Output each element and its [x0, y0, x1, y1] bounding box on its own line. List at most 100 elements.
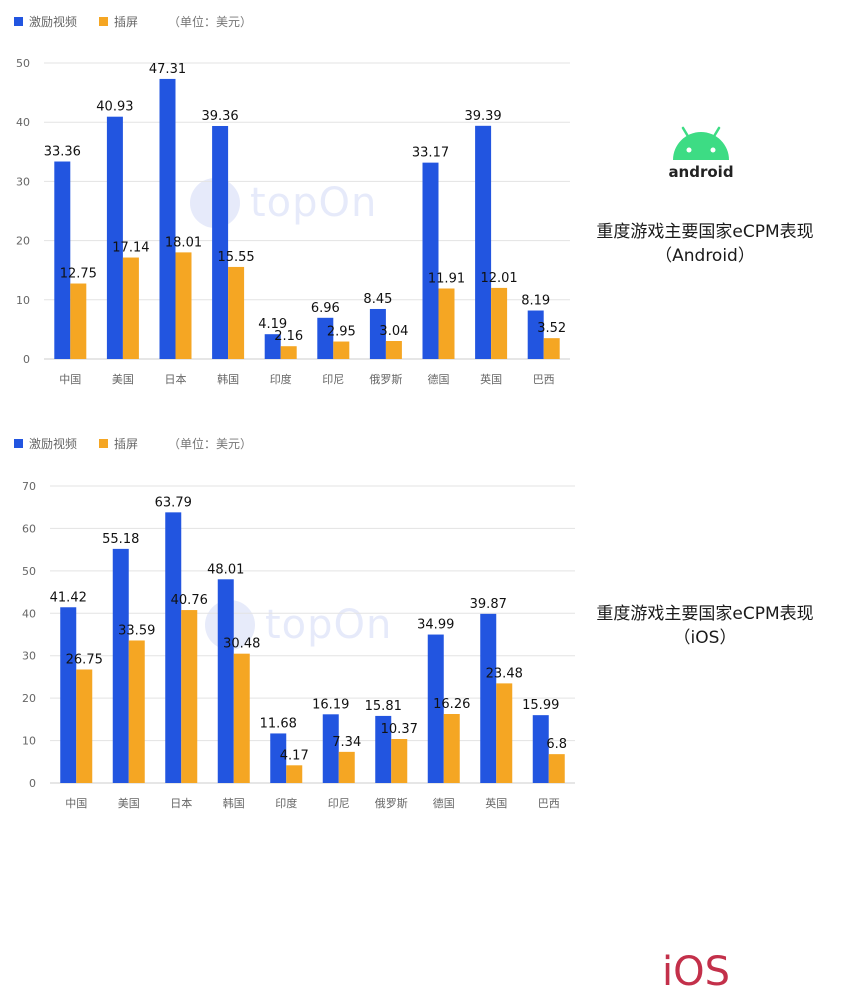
bar-interstitial [181, 610, 198, 783]
x-tick-label: 巴西 [533, 373, 555, 386]
android-title-line2: （Android） [655, 246, 755, 266]
android-bar-chart: 0 10 20 30 40 50 33.36 12.75 中国 40.93 17.14 美国 47.31… [16, 57, 570, 386]
data-label-interstitial: 30.48 [223, 637, 260, 652]
android-side-title: 重度游戏主要国家eCPM表现 （Android） [555, 220, 843, 268]
android-chart-section: 激励视频 插屏 （单位：美元） topOn 0 10 20 30 40 50 33.36 12… [0, 0, 843, 400]
x-tick-label: 俄罗斯 [375, 797, 408, 810]
bar-interstitial [76, 669, 93, 783]
x-tick-label: 印度 [270, 372, 292, 386]
data-label-rewarded-video: 47.31 [149, 62, 186, 77]
bar-interstitial [175, 252, 192, 359]
data-label-rewarded-video: 4.19 [258, 317, 287, 332]
bar-rewarded-video [270, 733, 287, 783]
ios-title-line2: （iOS） [673, 628, 737, 648]
legend-swatch-rewarded [14, 17, 23, 26]
data-label-interstitial: 2.16 [274, 329, 303, 344]
x-tick-label: 韩国 [217, 372, 239, 386]
x-tick-label: 印尼 [328, 797, 350, 810]
data-label-rewarded-video: 15.99 [522, 698, 559, 713]
android-logo-text: android [668, 163, 733, 181]
x-tick-label: 美国 [118, 797, 140, 810]
data-label-interstitial: 33.59 [118, 623, 155, 638]
bar-interstitial [338, 751, 355, 783]
bar-rewarded-video [475, 125, 492, 359]
bar-interstitial [70, 283, 87, 359]
data-label-interstitial: 40.76 [171, 593, 208, 608]
x-tick-label: 日本 [165, 372, 187, 386]
bar-rewarded-video [375, 715, 392, 783]
data-label-interstitial: 10.37 [381, 722, 418, 737]
bar-rewarded-video [60, 607, 77, 783]
ios-side-title: 重度游戏主要国家eCPM表现 （iOS） [555, 602, 843, 650]
data-label-rewarded-video: 39.36 [201, 109, 238, 124]
legend-unit: （单位：美元） [168, 437, 253, 451]
legend-unit: （单位：美元） [168, 15, 253, 29]
y-tick-label: 0 [29, 777, 36, 790]
bar-interstitial [443, 714, 460, 783]
bar-rewarded-video [317, 317, 334, 359]
bar-rewarded-video [212, 125, 229, 359]
bar-interstitial [391, 739, 408, 783]
y-tick-label: 30 [22, 650, 36, 663]
ios-title-line1: 重度游戏主要国家eCPM表现 [596, 604, 814, 624]
data-label-rewarded-video: 8.45 [363, 292, 392, 307]
bar-rewarded-video [112, 548, 129, 783]
y-tick-label: 20 [22, 692, 36, 705]
x-tick-label: 德国 [428, 372, 450, 386]
ios-logo-icon: iOS [662, 949, 730, 995]
x-tick-label: 美国 [112, 373, 134, 386]
y-tick-label: 50 [22, 565, 36, 578]
x-tick-label: 俄罗斯 [369, 373, 402, 386]
bar-rewarded-video [422, 162, 439, 359]
bar-interstitial [438, 288, 455, 359]
y-tick-label: 20 [16, 235, 30, 248]
y-tick-label: 10 [16, 294, 30, 307]
legend-swatch-interstitial [99, 439, 109, 448]
x-tick-label: 德国 [433, 796, 455, 810]
bar-rewarded-video [527, 310, 544, 359]
bar-rewarded-video [427, 634, 444, 783]
bar-rewarded-video [106, 116, 123, 359]
bar-rewarded-video [322, 714, 339, 783]
data-label-rewarded-video: 33.36 [44, 145, 81, 160]
bar-interstitial [122, 257, 139, 359]
data-label-interstitial: 16.26 [433, 697, 470, 712]
x-tick-label: 印度 [275, 796, 297, 810]
x-tick-label: 英国 [485, 796, 507, 810]
android-title-line1: 重度游戏主要国家eCPM表现 [596, 222, 814, 242]
legend: 激励视频 插屏 （单位：美元） [14, 13, 252, 30]
data-label-interstitial: 15.55 [217, 250, 254, 265]
x-tick-label: 韩国 [223, 796, 245, 810]
data-label-rewarded-video: 8.19 [521, 294, 550, 309]
data-label-rewarded-video: 33.17 [412, 146, 449, 161]
data-label-rewarded-video: 39.39 [464, 109, 501, 124]
x-tick-label: 中国 [65, 797, 87, 810]
x-tick-label: 巴西 [538, 797, 560, 810]
data-label-interstitial: 3.04 [379, 324, 408, 339]
data-label-rewarded-video: 41.42 [50, 590, 87, 605]
data-label-rewarded-video: 63.79 [155, 495, 192, 510]
y-tick-label: 60 [22, 522, 36, 535]
x-tick-label: 英国 [480, 372, 502, 386]
ios-bar-chart: 0 10 20 30 40 50 60 70 41.42 26.75 中国 55.18 33.59 美国 6… [22, 480, 575, 810]
x-tick-label: 印尼 [322, 373, 344, 386]
y-tick-label: 30 [16, 175, 30, 188]
data-label-rewarded-video: 55.18 [102, 532, 139, 547]
data-label-interstitial: 12.01 [480, 271, 517, 286]
data-label-rewarded-video: 6.96 [311, 301, 340, 316]
bar-rewarded-video [165, 512, 182, 783]
bar-rewarded-video [159, 78, 176, 359]
data-label-interstitial: 26.75 [66, 653, 103, 668]
ios-chart-section: 激励视频 插屏 （单位：美元） topOn 0 10 20 30 40 50 60 70 41.… [0, 422, 843, 995]
legend: 激励视频 插屏 （单位：美元） [14, 435, 252, 452]
bar-interstitial [280, 346, 297, 359]
y-tick-label: 70 [22, 480, 36, 493]
legend-label-rewarded: 激励视频 [29, 15, 78, 29]
data-label-rewarded-video: 40.93 [96, 100, 133, 115]
data-label-rewarded-video: 15.81 [365, 699, 402, 714]
bar-rewarded-video [264, 334, 281, 359]
data-label-interstitial: 12.75 [60, 267, 97, 282]
data-label-rewarded-video: 11.68 [260, 716, 297, 731]
legend-swatch-interstitial [99, 17, 109, 26]
bar-interstitial [548, 754, 565, 783]
